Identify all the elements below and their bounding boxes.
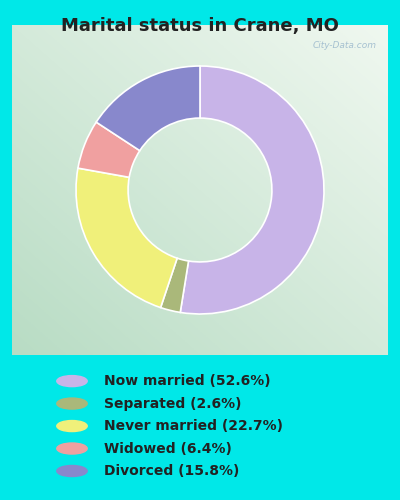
Circle shape — [57, 443, 87, 454]
Wedge shape — [78, 122, 140, 178]
Wedge shape — [180, 66, 324, 314]
Text: Never married (22.7%): Never married (22.7%) — [104, 419, 283, 433]
Circle shape — [57, 398, 87, 409]
Text: Now married (52.6%): Now married (52.6%) — [104, 374, 271, 388]
Text: City-Data.com: City-Data.com — [313, 42, 377, 50]
Text: Marital status in Crane, MO: Marital status in Crane, MO — [61, 16, 339, 34]
Wedge shape — [76, 168, 177, 308]
Wedge shape — [161, 258, 188, 312]
Text: Widowed (6.4%): Widowed (6.4%) — [104, 442, 232, 456]
Circle shape — [57, 420, 87, 432]
Text: Separated (2.6%): Separated (2.6%) — [104, 396, 242, 410]
Text: Divorced (15.8%): Divorced (15.8%) — [104, 464, 239, 478]
Wedge shape — [96, 66, 200, 150]
Circle shape — [57, 466, 87, 476]
Circle shape — [57, 376, 87, 386]
